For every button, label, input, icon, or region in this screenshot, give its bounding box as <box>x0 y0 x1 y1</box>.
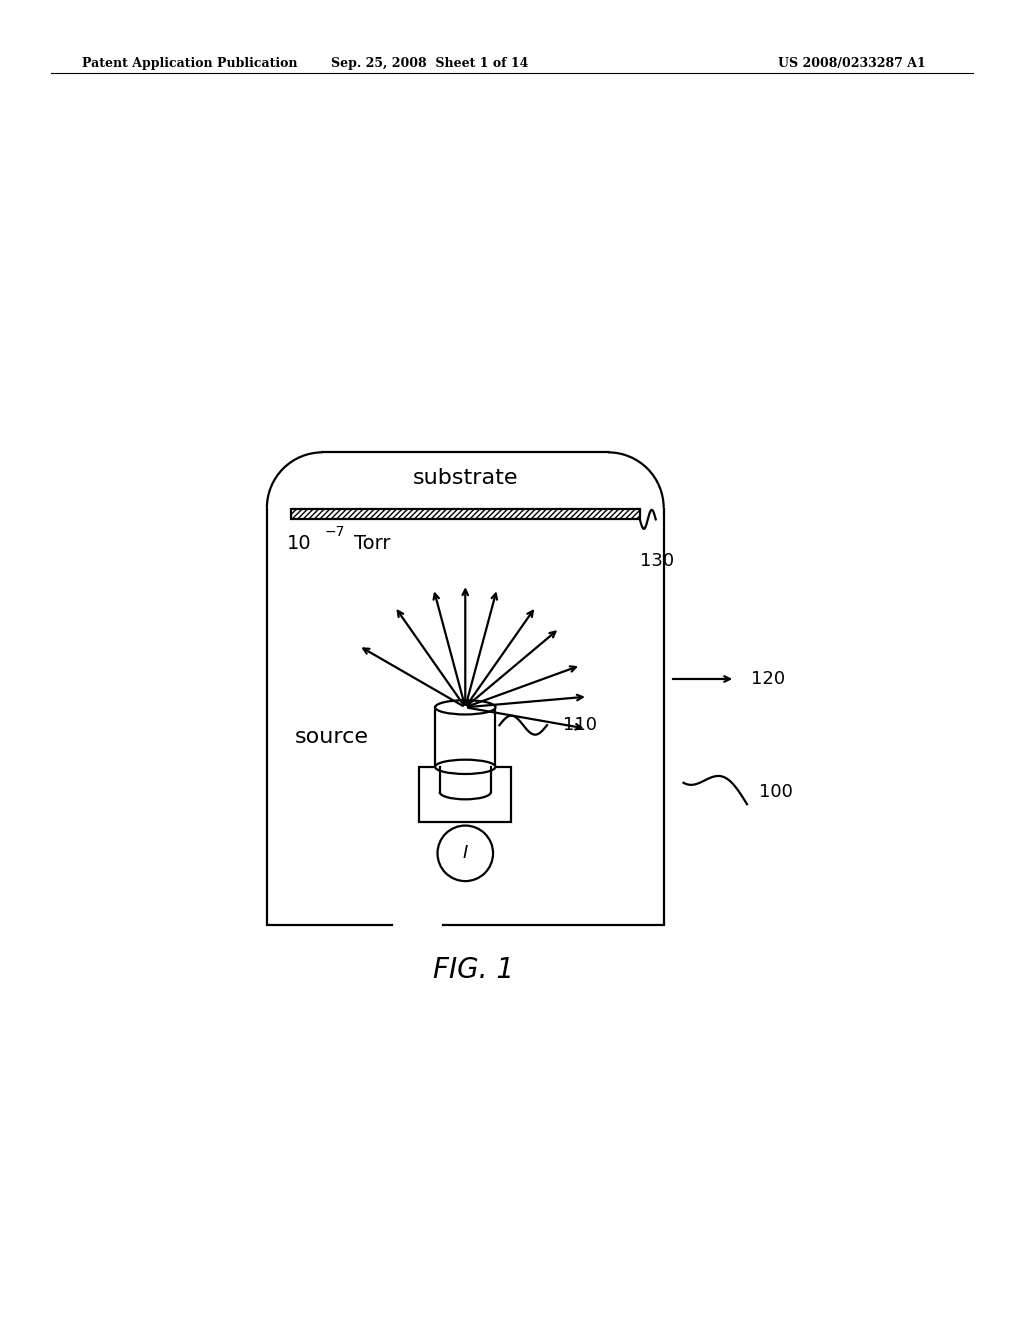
Text: 100: 100 <box>759 783 793 801</box>
Text: 110: 110 <box>563 717 597 734</box>
Text: −7: −7 <box>325 525 345 540</box>
Bar <box>435 708 496 767</box>
Text: FIG. 1: FIG. 1 <box>433 956 514 983</box>
Text: 10: 10 <box>287 535 311 553</box>
Text: US 2008/0233287 A1: US 2008/0233287 A1 <box>778 57 926 70</box>
Text: I: I <box>463 845 468 862</box>
Bar <box>291 510 640 519</box>
Text: 130: 130 <box>640 552 674 570</box>
Bar <box>419 767 511 822</box>
Text: 120: 120 <box>751 671 785 688</box>
Ellipse shape <box>435 700 496 714</box>
Ellipse shape <box>435 760 496 774</box>
Text: Patent Application Publication: Patent Application Publication <box>82 57 297 70</box>
Bar <box>291 510 640 519</box>
Text: source: source <box>295 727 369 747</box>
Text: Torr: Torr <box>354 535 391 553</box>
Text: Sep. 25, 2008  Sheet 1 of 14: Sep. 25, 2008 Sheet 1 of 14 <box>332 57 528 70</box>
Circle shape <box>437 825 494 882</box>
Text: substrate: substrate <box>413 469 518 488</box>
